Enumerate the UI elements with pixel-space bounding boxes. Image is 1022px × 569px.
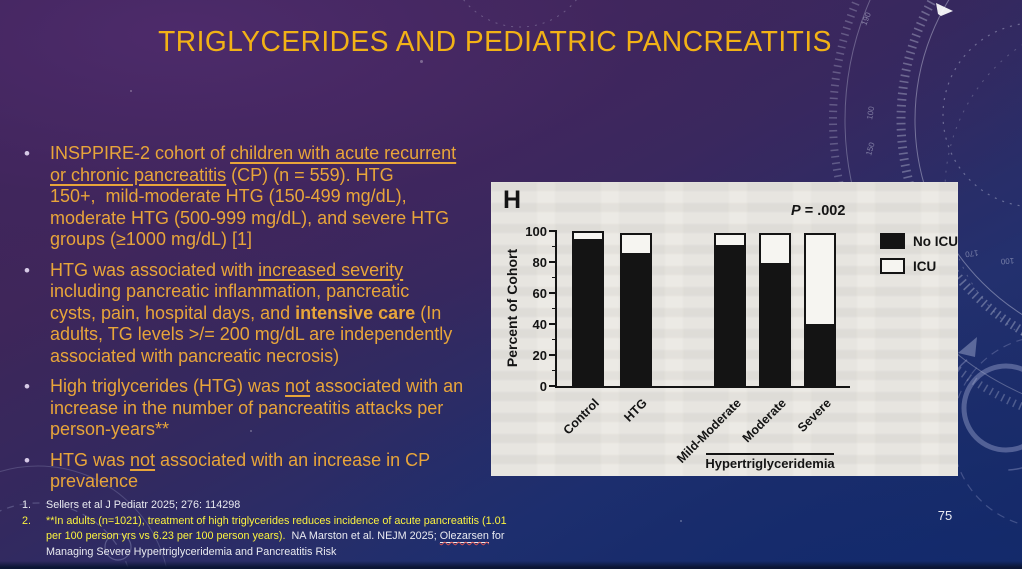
bullet-text: High triglycerides (HTG) was not associa… <box>50 376 463 441</box>
text-segment: Olezarsen <box>439 530 489 543</box>
text-segment: (In adults, TG levels >/= 200 mg/dL are … <box>50 302 453 366</box>
bar-segment-no-icu <box>761 263 789 384</box>
bullet-marker: • <box>24 260 30 280</box>
y-axis-minor-tick <box>552 338 557 341</box>
footnote-item: 2. **In adults (n=1021), treatment of hig… <box>22 514 582 561</box>
text-segment: Sellers et al J Pediatr 2025; 276: 11429… <box>46 499 241 511</box>
p-value-symbol: P <box>791 203 801 219</box>
y-axis-tick-label: 100 <box>525 223 547 239</box>
bar-segment-no-icu <box>622 252 650 384</box>
y-axis-tick <box>549 323 557 325</box>
legend-entry: ICU <box>880 258 958 274</box>
stacked-bar-moderate <box>759 232 791 386</box>
text-segment: associated with an increase in the numbe… <box>50 376 464 439</box>
stacked-bar-htg <box>620 232 652 386</box>
bar-segment-no-icu <box>716 245 744 384</box>
text-segment: not <box>130 449 156 470</box>
y-axis-minor-tick <box>552 369 557 372</box>
chart-legend: No ICU ICU <box>880 233 958 283</box>
legend-label: No ICU <box>913 233 958 249</box>
footnote-number: 1. <box>22 499 32 511</box>
bullet-item: • HTG was associated with increased sever… <box>24 260 499 368</box>
legend-swatch-icon <box>880 258 905 274</box>
bar-segment-no-icu <box>806 323 834 384</box>
text-segment: not <box>285 376 311 396</box>
legend-label: ICU <box>913 258 937 274</box>
y-axis-tick <box>549 385 557 387</box>
bullet-marker: • <box>24 450 30 470</box>
y-axis-minor-tick <box>552 307 557 310</box>
group-label-text: Hypertriglyceridemia <box>705 456 835 471</box>
bullet-item: • HTG was not associated with an increase… <box>24 450 499 493</box>
bullet-marker: • <box>24 377 30 396</box>
text-segment: associated with an increase in CP preval… <box>50 449 431 492</box>
y-axis-tick <box>549 261 557 263</box>
dial-number: 170 <box>964 248 979 259</box>
text-segment: HTG was associated with <box>50 259 259 280</box>
footnote-text: Sellers et al J Pediatr 2025; 276: 11429… <box>46 498 240 514</box>
text-segment: (CP) (n = 559). HTG 150+, mild-moderate … <box>50 164 450 250</box>
page-number: 75 <box>937 508 953 523</box>
slide-title: TRIGLYCERIDES AND PEDIATRIC PANCREATITIS <box>158 26 832 58</box>
bullet-text: HTG was not associated with an increase … <box>50 450 430 493</box>
text-segment: intensive care <box>295 302 416 323</box>
text-segment: increased severity <box>258 259 404 280</box>
y-axis-tick-label: 0 <box>539 378 547 394</box>
text-segment: **In adults (n=1021), treatment of high … <box>46 514 507 543</box>
cursor-arrow-icon <box>936 3 953 16</box>
legend-swatch-icon <box>880 233 905 249</box>
dial-number: 100 <box>865 105 876 120</box>
y-axis-minor-tick <box>552 245 557 248</box>
chart-panel: H Percent of Cohort P = .002 0 20 40 60 80 10… <box>491 182 958 476</box>
bullet-item: • INSPPIRE-2 cohort of children with acut… <box>24 143 499 251</box>
stacked-bar-severe <box>804 232 836 386</box>
y-axis-tick-label: 60 <box>532 285 547 301</box>
chart-plot-area: 0 20 40 60 80 100 Control HTG Mild-Moderate Moder… <box>525 225 850 466</box>
y-axis-minor-tick <box>552 276 557 279</box>
footnote-text: **In adults (n=1021), treatment of high … <box>46 514 507 561</box>
dial-number: 190 <box>860 10 874 26</box>
footnote-number: 2. <box>22 514 32 527</box>
chart-p-value: P = .002 <box>791 203 845 219</box>
stacked-bar-control <box>572 231 604 386</box>
y-axis-tick <box>549 292 557 294</box>
stacked-bar-mild-moderate <box>714 232 746 386</box>
group-label-line <box>706 453 834 455</box>
text-segment: children with acute recurrent or chronic… <box>50 143 457 185</box>
p-value-text: = .002 <box>800 203 846 219</box>
legend-entry: No ICU <box>880 233 958 249</box>
y-axis-tick <box>549 230 557 232</box>
footnote-item: 1. Sellers et al J Pediatr 2025; 276: 114… <box>22 498 582 514</box>
y-axis-tick-label: 80 <box>532 254 547 270</box>
chart-panel-letter: H <box>503 186 522 214</box>
text-segment: for Managing Severe Hypertriglyceridemia… <box>46 530 505 558</box>
text-segment: High triglycerides (HTG) was <box>50 376 286 396</box>
dial-number: 150 <box>864 141 876 157</box>
text-segment: HTG was <box>50 449 131 470</box>
bullet-text: HTG was associated with increased severi… <box>50 260 452 368</box>
bullet-marker: • <box>24 144 30 163</box>
footnote-list: 1. Sellers et al J Pediatr 2025; 276: 114… <box>22 498 582 560</box>
triangle-decoration <box>958 337 977 357</box>
bullet-text: INSPPIRE-2 cohort of children with acute… <box>50 143 456 251</box>
y-axis-tick-label: 40 <box>532 316 547 332</box>
bar-segment-no-icu <box>574 239 602 384</box>
bullet-list: • INSPPIRE-2 cohort of children with acut… <box>24 143 499 502</box>
chart-group-label: Hypertriglyceridemia <box>700 453 840 471</box>
y-axis-tick-label: 20 <box>532 347 547 363</box>
slide-bottom-edge <box>0 561 1022 569</box>
dial-number: 100 <box>1000 256 1014 266</box>
text-segment: NA Marston et al. NEJM 2025; <box>285 530 440 542</box>
text-segment: INSPPIRE-2 cohort of <box>50 143 231 163</box>
bullet-item: • High triglycerides (HTG) was not associ… <box>24 376 499 441</box>
text-segment: including pancreatic inflammation, pancr… <box>50 281 410 323</box>
y-axis-tick <box>549 354 557 356</box>
